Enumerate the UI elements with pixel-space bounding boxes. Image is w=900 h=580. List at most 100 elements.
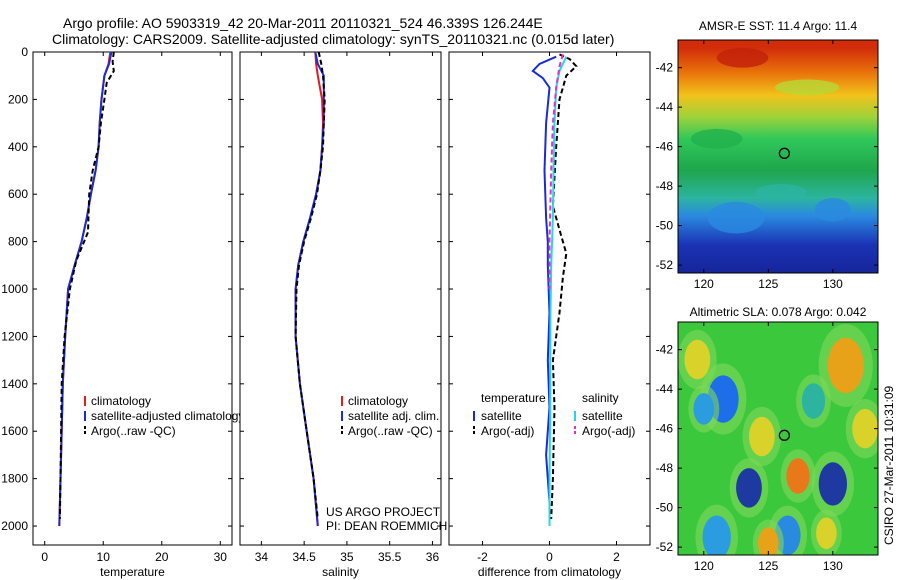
series-line-temperature-satellite [531, 55, 557, 526]
plot-frame [239, 51, 442, 546]
legend-header-salinity: salinity [582, 391, 619, 405]
legend-label: climatology [348, 394, 408, 408]
y-tick-label: 1600 [1, 424, 28, 438]
legend-label: Argo(..raw -QC) [91, 424, 176, 438]
legend-label: satellite [481, 409, 522, 423]
legend-label: Argo(..raw -QC) [348, 424, 433, 438]
x-axis-label: salinity [322, 565, 359, 579]
legend-label: satellite-adjusted climatology [91, 409, 244, 423]
x-tick-label: 34 [255, 550, 269, 564]
map-frame [677, 39, 879, 274]
legend-label: satellite [582, 409, 623, 423]
x-tick-label: 36 [426, 550, 440, 564]
map-y-tick-label: -44 [656, 100, 674, 114]
map-background [678, 40, 878, 273]
x-tick-label: 0 [546, 550, 553, 564]
y-tick-label: 1200 [1, 329, 28, 343]
map-y-tick-label: -50 [656, 219, 674, 233]
map-blob [684, 339, 711, 380]
x-tick-label: 10 [97, 550, 111, 564]
argo-location-marker [778, 429, 791, 441]
x-tick-label: 35.5 [378, 550, 402, 564]
x-tick-label: -2 [477, 550, 488, 564]
map-blob [786, 458, 810, 494]
map-blob [702, 515, 731, 555]
annotation-text: PI: DEAN ROEMMICH [326, 519, 447, 533]
map-y-tick-label: -42 [656, 61, 674, 75]
plot-frame [32, 51, 233, 546]
x-tick-label: 20 [155, 550, 169, 564]
map-blob [816, 517, 837, 550]
y-tick-label: 1000 [1, 282, 28, 296]
x-axis-label: difference from climatology [478, 565, 621, 579]
x-axis-label: temperature [100, 565, 165, 579]
y-tick-label: 0 [21, 45, 28, 59]
sst-map-panel: AMSR-E SST: 11.4 Argo: 11.4 -42 -44 -46 -48 -… [656, 19, 879, 291]
map-blob [748, 416, 775, 457]
y-tick-label: 200 [8, 92, 28, 106]
map-y-tick-label: -48 [656, 461, 674, 475]
map-x-tick-label: 125 [758, 559, 778, 573]
map-blob [852, 408, 878, 449]
temperature-panel: 0 200 400 600 800 1000 1200 1400 1600 1800 2000 0 10… [1, 45, 244, 579]
map-x-tick-label: 120 [694, 277, 714, 291]
legend-header-temperature: temperature [481, 391, 546, 405]
x-tick-label: 30 [214, 550, 228, 564]
map-blob [758, 527, 779, 555]
map-y-tick-label: -46 [656, 422, 674, 436]
map-y-tick-label: -46 [656, 140, 674, 154]
legend-label: Argo(-adj) [481, 424, 534, 438]
y-tick-label: 1800 [1, 472, 28, 486]
x-tick-label: 0 [41, 550, 48, 564]
map-x-tick-label: 120 [694, 559, 714, 573]
y-tick-label: 1400 [1, 377, 28, 391]
map-y-tick-label: -48 [656, 179, 674, 193]
annotation-text: US ARGO PROJECT [326, 505, 441, 519]
map-y-tick-label: -52 [656, 258, 674, 272]
map-blob [818, 462, 848, 506]
map-y-tick-label: -44 [656, 382, 674, 396]
x-tick-label: 35 [340, 550, 354, 564]
header-line-1: Argo profile: AO 5903319_42 20-Mar-2011 … [63, 15, 543, 31]
map-eddy [755, 184, 808, 200]
side-label: CSIRO 27-Mar-2011 10:31:09 [882, 385, 896, 545]
map-blob [801, 383, 826, 419]
y-tick-label: 2000 [1, 519, 28, 533]
salinity-panel: 34 34.5 35 35.5 36 salinity climatologysatelli… [239, 51, 447, 579]
map-eddy [690, 128, 743, 149]
y-tick-label: 800 [8, 235, 28, 249]
series-line-salinity-satellite [548, 56, 568, 526]
series-line-satellite-adj-clim- [294, 51, 325, 527]
map-blob [736, 468, 762, 508]
map-eddy [814, 197, 851, 222]
map-y-tick-label: -42 [656, 343, 674, 357]
map-x-tick-label: 125 [758, 277, 778, 291]
argo-location-marker [778, 147, 791, 159]
y-tick-label: 600 [8, 187, 28, 201]
map-y-tick-label: -50 [656, 501, 674, 515]
map-blob [827, 337, 864, 394]
series-line-salinity-argo-adj- [548, 54, 564, 289]
map-title: AMSR-E SST: 11.4 Argo: 11.4 [699, 19, 858, 33]
map-eddy [707, 201, 765, 234]
map-eddy [716, 47, 769, 68]
legend-label: Argo(-adj) [582, 424, 635, 438]
map-x-tick-label: 130 [823, 277, 843, 291]
x-tick-label: 34.5 [292, 550, 316, 564]
map-frame [677, 321, 879, 556]
map-title: Altimetric SLA: 0.078 Argo: 0.042 [690, 305, 867, 319]
map-field [678, 40, 878, 273]
map-y-tick-label: -52 [656, 540, 674, 554]
map-field [678, 322, 878, 555]
x-tick-label: 2 [613, 550, 620, 564]
series-line-temperature-argo-adj- [550, 53, 578, 519]
map-x-tick-label: 130 [823, 559, 843, 573]
legend-label: satellite adj. clim. [348, 409, 439, 423]
series-line-argo-raw-qc- [58, 51, 115, 519]
header-line-2: Climatology: CARS2009. Satellite-adjuste… [52, 31, 614, 47]
map-blob [693, 393, 715, 425]
sla-map-panel: Altimetric SLA: 0.078 Argo: 0.042 -42 -44 -… [656, 305, 879, 573]
map-eddy [774, 79, 840, 96]
